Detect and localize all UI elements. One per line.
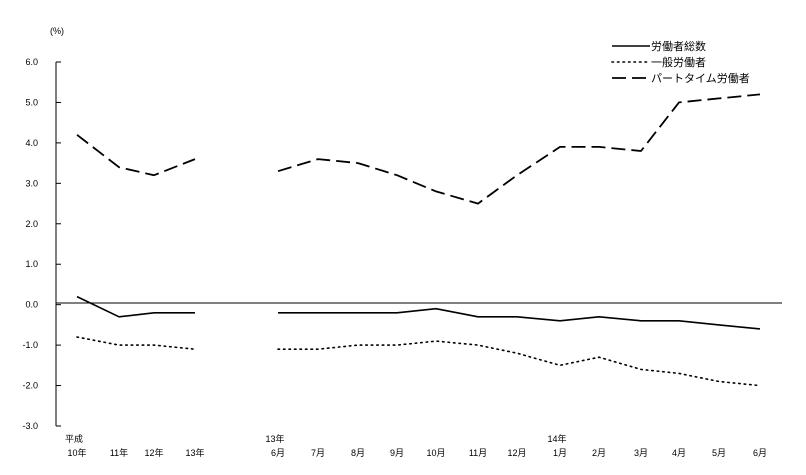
x-category-label: 11年 xyxy=(110,447,128,458)
y-tick-label: -3.0 xyxy=(22,421,38,431)
x-category-label: 11月 xyxy=(469,448,487,458)
x-category-label: 13年 xyxy=(185,447,204,458)
series-line-3 xyxy=(277,93,761,205)
y-tick-label: 0.0 xyxy=(25,300,38,310)
x-category-label: 6月 xyxy=(753,448,767,458)
series-line-1 xyxy=(76,295,195,318)
series-line-3 xyxy=(76,134,196,177)
y-tick-label: 2.0 xyxy=(25,219,38,229)
y-unit-label: (%) xyxy=(50,26,64,36)
x-category-label: 10年 xyxy=(67,447,86,458)
x-category-label: 5月 xyxy=(712,448,726,458)
x-category-label: 7月 xyxy=(311,448,325,458)
y-axis-ticks: 6.0 5.0 4.0 3.0 2.0 1.0 0.0 -1.0 -2.0 -3.0 xyxy=(22,57,61,431)
y-tick-label: -2.0 xyxy=(22,381,38,391)
y-tick-label: 5.0 xyxy=(25,97,38,107)
x-category-label: 1月 xyxy=(553,448,567,458)
series-line-1 xyxy=(278,307,761,330)
y-tick-label: -1.0 xyxy=(22,340,38,350)
x-category-group-label: 平成 xyxy=(65,433,83,444)
x-category-label: 12月 xyxy=(507,448,526,458)
y-tick-label: 3.0 xyxy=(25,178,38,188)
legend-label: 労働者総数 xyxy=(651,39,706,53)
x-category-label: 4月 xyxy=(672,448,686,458)
legend-label: パートタイム労働者 xyxy=(651,71,750,85)
x-category-label: 6月 xyxy=(271,448,285,458)
series-line-2 xyxy=(277,340,761,387)
series-lines xyxy=(76,93,761,387)
x-category-label: 9月 xyxy=(390,448,404,458)
x-category-label: 12年 xyxy=(144,447,163,458)
x-category-label: 8月 xyxy=(351,448,365,458)
y-tick-label: 4.0 xyxy=(25,138,38,148)
x-category-label: 3月 xyxy=(634,448,648,458)
x-category-group-label: 13年 xyxy=(265,433,284,444)
x-axis-categories: 平成 10年 11年 12年 13年 13年 6月 7月 8月 9月 10月 11月 12月 14年 1月 2… xyxy=(65,433,767,458)
y-tick-label: 1.0 xyxy=(25,259,38,269)
series-line-2 xyxy=(76,336,196,351)
legend-label: 一般労働者 xyxy=(651,55,706,69)
y-tick-label: 6.0 xyxy=(25,57,38,67)
x-category-label: 10月 xyxy=(426,448,445,458)
x-category-group-label: 14年 xyxy=(547,433,566,444)
x-category-label: 2月 xyxy=(592,448,606,458)
